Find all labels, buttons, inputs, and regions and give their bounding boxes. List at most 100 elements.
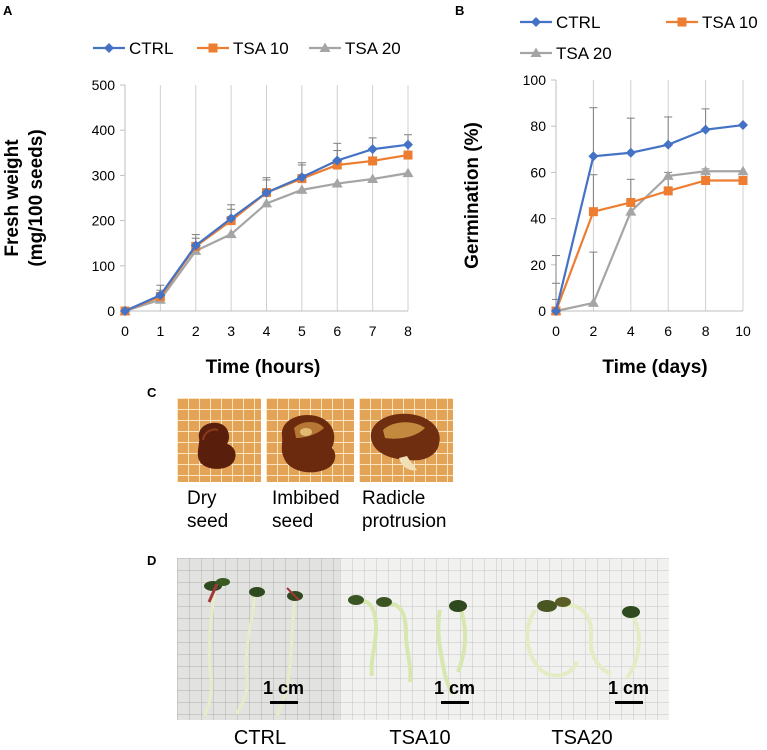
chart-a-ytick-label-500: 500 [92,77,116,93]
chart-a-ytick-label-0: 0 [107,303,115,319]
chart-b-legend-ctrl-label: CTRL [556,13,600,32]
chart-a-ctrl-point-8 [403,139,413,150]
chart-a-legend-tsa10-marker [208,43,218,53]
chart-b-legend-tsa20-marker [530,47,542,57]
chart-a-xtick-label-5: 5 [298,323,306,339]
chart-b-ctrl-point-0 [551,306,561,316]
chart-b-ytick-label-20: 20 [530,257,546,273]
chart-b-tsa10-line [554,179,743,312]
chart-a-tsa20-point-3 [225,228,237,239]
chart-b-tsa10-point-1 [588,207,598,217]
chart-b-ytick-label-60: 60 [530,164,546,180]
panel-label-b: B [455,3,465,18]
chart-a-xtick-label-4: 4 [263,323,271,339]
chart-b-ctrl-line [554,123,744,312]
dry-seed-drawing [197,422,236,469]
caption-dry-seed-line2: seed [187,511,229,532]
chart-a-ylabel-line2: (mg/100 seeds) [26,129,47,266]
chart-b-tsa20-point-4 [700,165,712,176]
chart-b-xlabel: Time (days) [602,357,707,378]
chart-b-xtick-label-6: 6 [664,323,672,339]
label-tsa20: TSA20 [551,727,613,749]
chart-a-xtick-label-8: 8 [404,323,412,339]
ctrl-seedlings-drawing [203,578,303,717]
chart-a-xlabel: Time (hours) [206,357,321,378]
chart-a-ctrl-point-5 [296,172,307,183]
chart-b-ctrl-point-2 [625,147,636,158]
chart-a-xtick-label-7: 7 [369,323,377,339]
chart-b-tsa10-point-3 [663,186,673,196]
panel-label-c: C [147,385,157,400]
chart-b-ctrl-point-1 [588,151,599,162]
chart-b-ytick-label-0: 0 [538,303,546,319]
chart-a-ctrl-point-7 [367,144,378,155]
chart-b-xtick-label-0: 0 [552,323,560,339]
chart-b-xtick-label-2: 2 [590,323,598,339]
chart-b-ctrl-point-4 [700,124,711,135]
chart-a-ctrl-point-1 [155,290,166,301]
chart-b-legend-tsa10-label: TSA 10 [702,13,758,32]
caption-imbibed-seed: Imbibed seed [272,487,340,533]
chart-b-tsa20-point-2 [625,206,637,216]
chart-a-tsa10-point-8 [403,150,413,160]
chart-b-ytick-label-100: 100 [523,72,547,88]
caption-imbibed-seed-line1: Imbibed [272,488,340,509]
chart-a-tsa20-point-6 [331,178,343,188]
chart-a-legend-ctrl-label: CTRL [129,39,173,58]
photo-tsa20-seedlings: 1 cm [501,558,669,720]
tsa20-seedlings-drawing [525,597,643,704]
chart-b-ctrl-point-3 [663,139,674,150]
caption-radicle-protrusion-line2: protrusion [362,511,447,532]
chart-a-xtick-label-6: 6 [333,323,341,339]
photo-dry-seed [177,398,261,482]
caption-imbibed-seed-line2: seed [272,511,314,532]
chart-a-xtick-label-3: 3 [227,323,235,339]
photo-tsa10-seedlings: 1 cm [340,558,501,720]
chart-b-legend-tsa10-marker [677,17,687,27]
caption-dry-seed: Dry seed [187,487,228,533]
chart-a-xtick-label-2: 2 [192,323,200,339]
photo-radicle-protrusion [359,398,453,482]
chart-b-xtick-label-4: 4 [627,323,635,339]
chart-a-legend-tsa20-label: TSA 20 [345,39,401,58]
chart-b-xtick-label-8: 8 [702,323,710,339]
chart-b-tsa20-line [555,170,743,313]
imbibed-seed-drawing [281,414,336,473]
chart-b-tsa10-point-4 [701,175,711,185]
chart-a-legend-tsa10-label: TSA 10 [233,39,289,58]
chart-a-ctrl-point-4 [261,187,272,198]
chart-a-tsa20-point-7 [367,173,379,184]
chart-a-ctrl-point-0 [120,306,130,316]
chart-a-ytick-label-300: 300 [92,167,116,183]
caption-dry-seed-line1: Dry [187,488,217,509]
panel-label-a: A [3,3,13,18]
chart-a-tsa10-point-7 [368,156,378,166]
photo-imbibed-seed [266,398,354,482]
chart-a-tsa20-point-5 [296,184,308,194]
chart-a-xtick-label-1: 1 [156,323,164,339]
panel-label-d: D [147,553,157,568]
chart-b-tsa10-point-2 [626,197,636,207]
chart-b-ylabel: Germination (%) [462,122,483,269]
chart-a-ctrl-point-3 [226,213,237,224]
chart-a-ctrl-point-6 [332,155,343,166]
scale-label-ctrl: 1 cm [263,678,305,698]
chart-b-tsa20-point-3 [662,170,674,180]
chart-a-ylabel-line1: Fresh weight [2,139,23,257]
chart-a-legend-ctrl-marker [104,43,114,53]
tsa10-seedlings-drawing [348,595,469,704]
radicle-seed-drawing [370,413,440,471]
chart-b-ytick-label-40: 40 [530,211,546,227]
chart-a-tsa20-point-8 [402,167,414,178]
chart-a-ytick-label-100: 100 [92,258,116,274]
chart-b-xtick-label-10: 10 [735,323,751,339]
caption-radicle-protrusion: Radicle protrusion [362,487,447,533]
chart-a-ytick-label-400: 400 [92,122,116,138]
chart-b-tsa20-point-1 [587,297,599,307]
chart-a-ytick-label-200: 200 [92,213,116,229]
label-tsa10: TSA10 [389,727,451,749]
label-ctrl: CTRL [233,727,287,749]
chart-a-tsa20-point-4 [261,197,272,208]
chart-b-tsa10-point-5 [738,175,748,185]
